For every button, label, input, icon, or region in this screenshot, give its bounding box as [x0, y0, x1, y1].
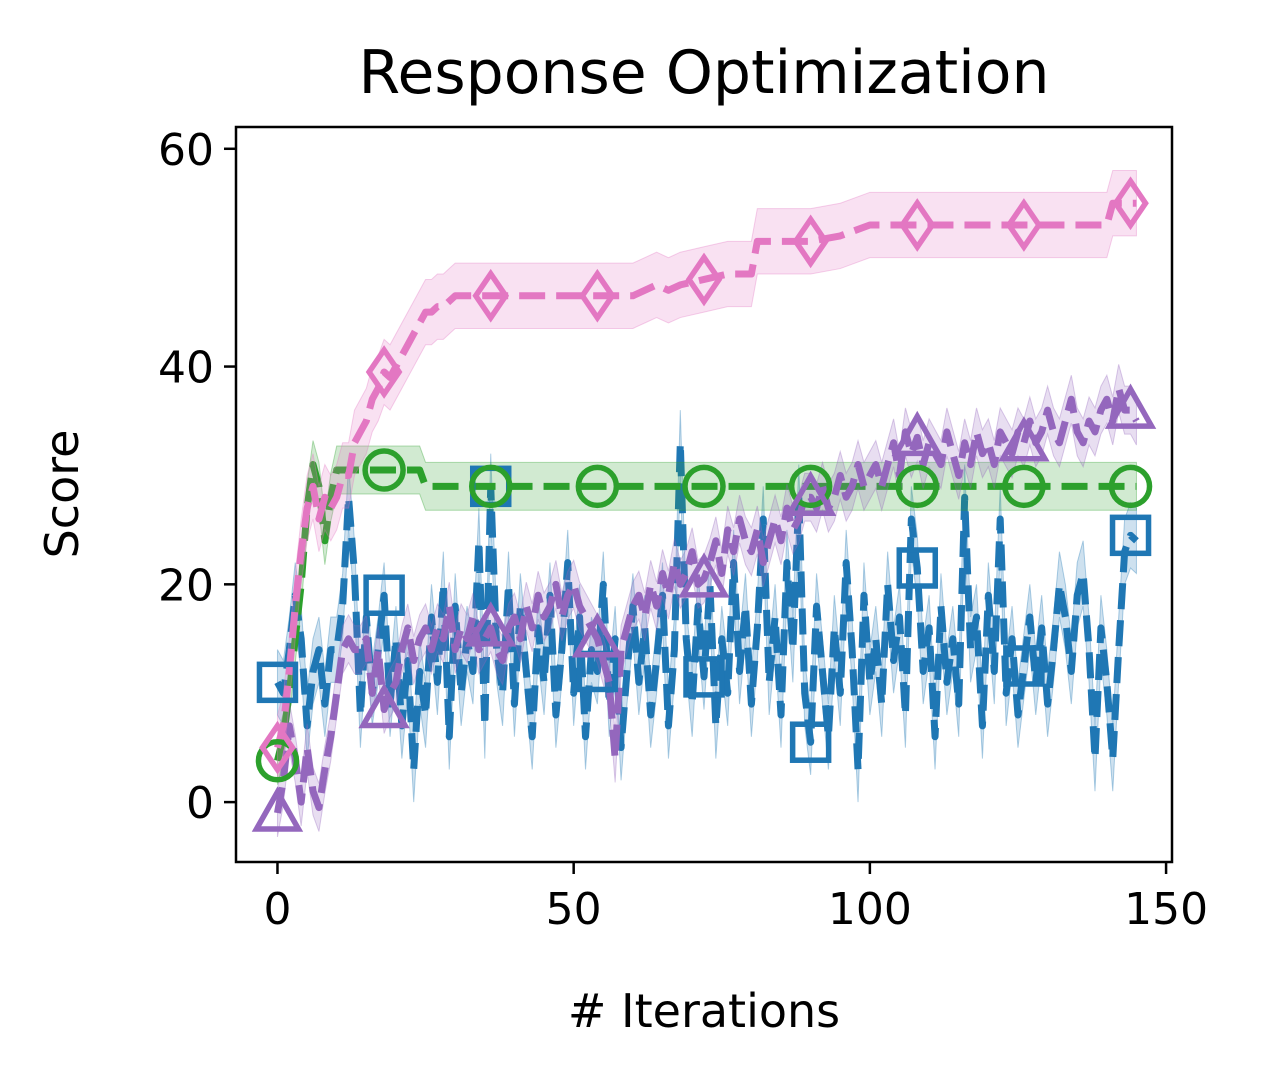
- series-3-diamond-marker: [259, 720, 296, 775]
- series-2-triangle-marker: [678, 552, 730, 598]
- series-2-triangle-marker: [358, 682, 410, 729]
- series-1-circle-marker: [682, 464, 726, 509]
- y-tick-label: 60: [158, 125, 214, 176]
- x-axis-label: # Iterations: [568, 984, 840, 1038]
- series-1-circle-marker: [895, 464, 940, 509]
- x-axis-ticks: 0 50 100 150: [263, 862, 1208, 935]
- series-2-line: [274, 384, 1140, 814]
- series-3-diamond-marker: [1112, 176, 1149, 231]
- series-2-triangle-marker: [891, 410, 943, 457]
- series-2-triangle-marker: [998, 416, 1050, 462]
- series-1-circle-marker: [575, 464, 620, 509]
- series-0-square-marker: [256, 661, 299, 704]
- chart-title: Response Optimization: [358, 38, 1049, 108]
- series-0-square-marker: [683, 656, 725, 698]
- y-tick-label: 40: [158, 343, 214, 394]
- marker-layer: [251, 176, 1157, 832]
- series-1-circle-marker: [1108, 464, 1153, 509]
- series-1-circle-marker: [788, 464, 833, 509]
- series-2-triangle-marker: [571, 612, 624, 658]
- x-tick-label: 150: [1124, 884, 1208, 935]
- series-1-circle-marker: [1002, 464, 1046, 509]
- series-1-line: [274, 461, 1137, 762]
- y-tick-label: 20: [158, 560, 214, 611]
- series-0-square-marker: [896, 547, 939, 589]
- series-1-circle-marker: [468, 464, 513, 509]
- series-0-square-marker: [363, 574, 405, 616]
- series-3-diamond-marker: [792, 214, 829, 269]
- series-2-triangle-marker: [251, 786, 304, 832]
- series-3-diamond-marker: [365, 345, 403, 399]
- y-axis-ticks: 0 20 40 60: [158, 125, 236, 829]
- series-3-diamond-marker: [685, 252, 723, 307]
- series-1-circle-marker: [255, 738, 300, 783]
- series-2-triangle-marker: [784, 470, 837, 516]
- series-0-square-marker: [789, 721, 832, 763]
- series-3-diamond-marker: [472, 268, 510, 323]
- y-axis-label: Score: [35, 430, 89, 559]
- series-0-line: [274, 439, 1139, 773]
- series-3-diamond-marker: [1005, 198, 1043, 252]
- x-tick-label: 50: [546, 884, 602, 935]
- series-0-square-marker: [1109, 514, 1152, 557]
- x-tick-label: 0: [263, 884, 291, 935]
- y-tick-label: 0: [186, 778, 214, 829]
- series-2-triangle-marker: [1104, 383, 1157, 429]
- series-3-line: [274, 199, 1137, 749]
- plot-frame: [234, 125, 1174, 864]
- series-3-diamond-marker: [579, 268, 616, 323]
- series-1-circle-marker: [362, 448, 406, 492]
- series-2-triangle-marker: [465, 601, 517, 647]
- series-0-square-marker: [1003, 645, 1045, 687]
- series-3-diamond-marker: [898, 198, 936, 252]
- x-tick-label: 100: [828, 884, 912, 935]
